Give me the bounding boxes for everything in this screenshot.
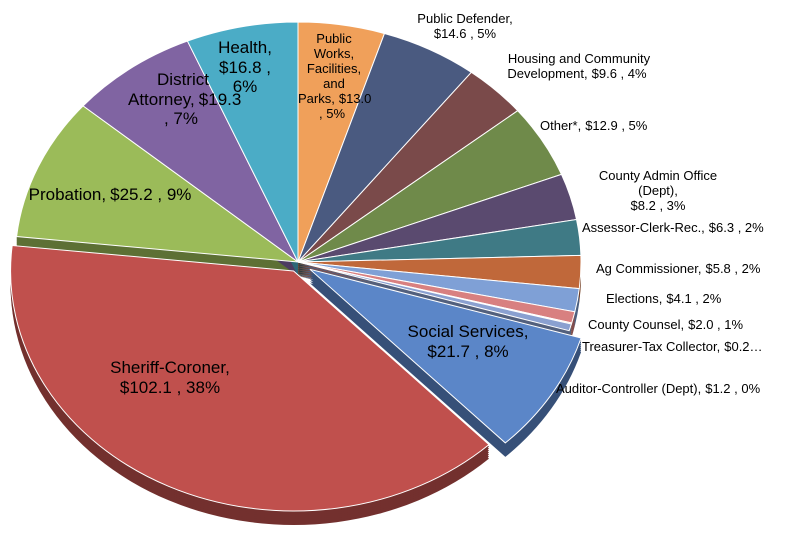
category-label: Ag Commissioner, [596, 261, 702, 276]
value-label: $0.2… [724, 339, 763, 354]
value-label: $1.2 , 0% [705, 381, 761, 396]
value-label: $8.2 , 3% [630, 197, 686, 213]
category-label: Sheriff-Coroner, [110, 358, 230, 377]
category-label: Auditor-Controller (Dept), [556, 381, 702, 396]
slice-side [298, 264, 572, 333]
slice [309, 268, 582, 444]
slice [10, 244, 490, 512]
slice-label: County Counsel, $2.0 , 1% [588, 317, 786, 333]
value-label: $14.6 , 5% [433, 25, 497, 41]
slice-label: Probation, $25.2 , 9% [22, 185, 202, 205]
slice-label: District Attorney, $19.3 , 7% [128, 70, 242, 129]
value-label: $9.6 , 4% [591, 65, 647, 81]
category-label: Health, [218, 38, 272, 57]
value-label: $2.0 , 1% [688, 317, 744, 332]
slice-label: Housing and Community Development, $9.6 ,… [484, 51, 674, 82]
slice-label: Assessor-Clerk-Rec., $6.3 , 2% [582, 220, 786, 236]
category-label: Other*, [540, 118, 582, 133]
slice-label: Treasurer-Tax Collector, $0.2… [582, 339, 786, 355]
slice-label: Elections, $4.1 , 2% [606, 291, 786, 307]
category-label: District Attorney, [128, 70, 209, 109]
slice-label: Other*, $12.9 , 5% [540, 118, 740, 134]
slice-label: Ag Commissioner, $5.8 , 2% [596, 261, 786, 277]
category-label: Public Works, Facilities, and Parks, [298, 31, 362, 106]
value-label: $16.8 , 6% [219, 57, 271, 97]
category-label: Probation, [28, 185, 107, 204]
value-label: $12.9 , 5% [585, 118, 648, 133]
slice-label: County Admin Office (Dept), $8.2 , 3% [583, 168, 733, 214]
category-label: County Counsel, [588, 317, 685, 332]
value-label: $19.3 , 7% [163, 89, 242, 129]
value-label: $25.2 , 9% [110, 185, 192, 204]
category-label: Social Services, [407, 322, 529, 341]
slice-label: Public Works, Facilities, and Parks, $13.… [298, 31, 372, 122]
slice-label: Sheriff-Coroner, $102.1 , 38% [95, 358, 245, 397]
value-label: $4.1 , 2% [666, 291, 722, 306]
slice-label: Auditor-Controller (Dept), $1.2 , 0% [556, 381, 786, 397]
category-label: Elections, [606, 291, 663, 306]
slice [16, 105, 300, 263]
value-label: $5.8 , 2% [705, 261, 761, 276]
category-label: Housing and Community Development, [507, 51, 651, 81]
category-label: Assessor-Clerk-Rec., [582, 220, 705, 235]
category-label: Treasurer-Tax Collector, [582, 339, 721, 354]
slice [186, 21, 299, 263]
slice-label: Social Services, $21.7 , 8% [388, 322, 548, 361]
value-label: $102.1 , 38% [119, 377, 221, 397]
slice-label: Health, $16.8 , 6% [210, 38, 280, 97]
slice [297, 261, 573, 332]
slice [82, 40, 299, 263]
value-label: $13.0 , 5% [318, 90, 372, 121]
category-label: Public Defender, [417, 11, 513, 26]
category-label: County Admin Office (Dept), [598, 168, 718, 198]
value-label: $21.7 , 8% [427, 341, 509, 361]
value-label: $6.3 , 2% [708, 220, 764, 235]
slice-label: Public Defender, $14.6 , 5% [400, 11, 530, 42]
